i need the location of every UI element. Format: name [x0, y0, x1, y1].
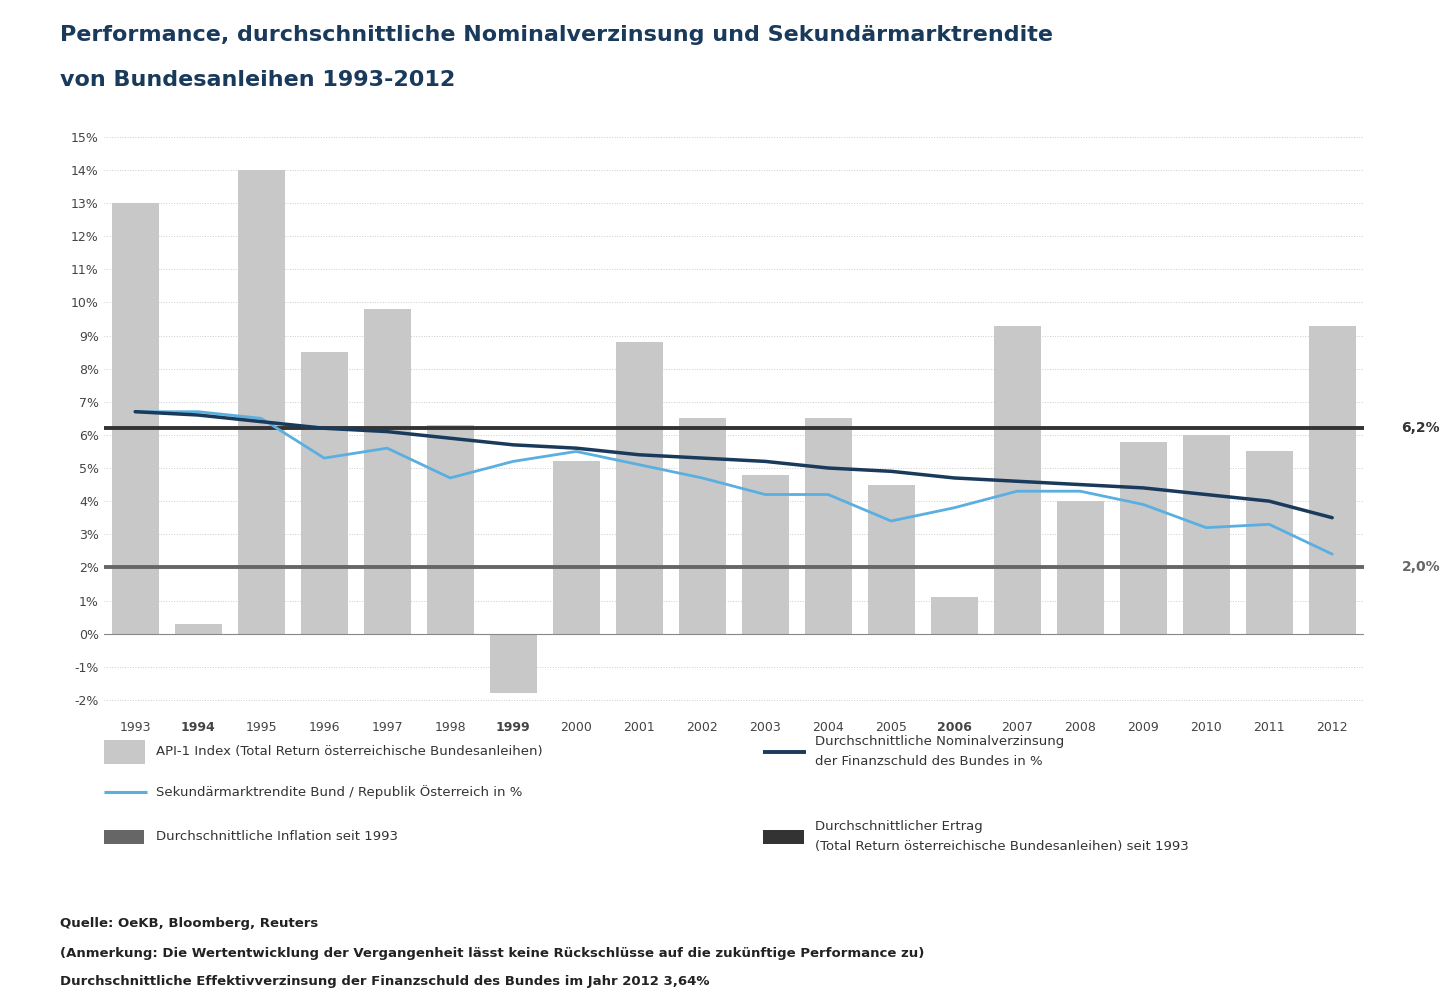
- Text: (Total Return österreichische Bundesanleihen) seit 1993: (Total Return österreichische Bundesanle…: [815, 841, 1189, 853]
- Bar: [1119, 442, 1166, 633]
- Bar: [363, 309, 410, 633]
- Bar: [1246, 452, 1293, 633]
- Text: (Anmerkung: Die Wertentwicklung der Vergangenheit lässt keine Rückschlüsse auf d: (Anmerkung: Die Wertentwicklung der Verg…: [60, 947, 924, 960]
- Bar: [490, 633, 537, 693]
- Bar: [742, 475, 789, 633]
- Text: der Finanzschuld des Bundes in %: der Finanzschuld des Bundes in %: [815, 756, 1043, 768]
- Bar: [678, 419, 726, 633]
- Bar: [238, 170, 285, 633]
- Text: Performance, durchschnittliche Nominalverzinsung und Sekundärmarktrendite: Performance, durchschnittliche Nominalve…: [60, 25, 1054, 45]
- Text: Durchschnittliche Inflation seit 1993: Durchschnittliche Inflation seit 1993: [156, 831, 397, 843]
- Bar: [1182, 435, 1230, 633]
- Text: von Bundesanleihen 1993-2012: von Bundesanleihen 1993-2012: [60, 70, 455, 90]
- Bar: [174, 623, 222, 633]
- Bar: [301, 352, 348, 633]
- Text: Durchschnittlicher Ertrag: Durchschnittlicher Ertrag: [815, 821, 982, 833]
- Bar: [1309, 326, 1356, 633]
- Text: API-1 Index (Total Return österreichische Bundesanleihen): API-1 Index (Total Return österreichisch…: [156, 745, 541, 758]
- Text: Durchschnittliche Effektivverzinsung der Finanzschuld des Bundes im Jahr 2012 3,: Durchschnittliche Effektivverzinsung der…: [60, 975, 710, 988]
- Text: 2,0%: 2,0%: [1401, 560, 1440, 574]
- Bar: [805, 419, 852, 633]
- Text: Quelle: OeKB, Bloomberg, Reuters: Quelle: OeKB, Bloomberg, Reuters: [60, 917, 318, 930]
- Bar: [1057, 501, 1104, 633]
- Bar: [930, 597, 978, 633]
- Bar: [615, 342, 662, 633]
- Text: Sekundärmarktrendite Bund / Republik Österreich in %: Sekundärmarktrendite Bund / Republik Öst…: [156, 785, 521, 799]
- Bar: [111, 203, 158, 633]
- Bar: [553, 461, 600, 633]
- Bar: [994, 326, 1041, 633]
- Text: Durchschnittliche Nominalverzinsung: Durchschnittliche Nominalverzinsung: [815, 735, 1064, 747]
- Text: 6,2%: 6,2%: [1401, 421, 1440, 435]
- Bar: [867, 485, 914, 633]
- Bar: [426, 425, 474, 633]
